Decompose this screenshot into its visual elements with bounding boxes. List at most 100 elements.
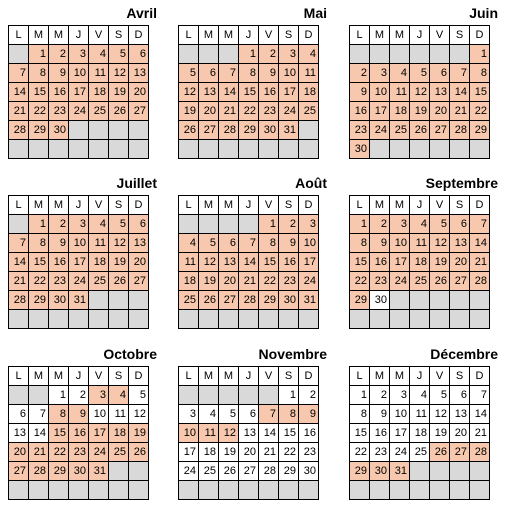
day-cell[interactable]: 9 <box>349 82 370 102</box>
day-cell[interactable]: 5 <box>178 63 199 83</box>
day-cell[interactable]: 10 <box>88 404 109 424</box>
day-cell[interactable]: 6 <box>449 214 470 234</box>
day-cell[interactable]: 3 <box>298 214 319 234</box>
day-cell[interactable]: 11 <box>178 252 199 272</box>
day-cell[interactable]: 17 <box>389 423 410 443</box>
day-cell[interactable]: 29 <box>48 461 69 481</box>
day-cell[interactable]: 19 <box>178 101 199 121</box>
day-cell[interactable]: 14 <box>238 252 259 272</box>
day-cell[interactable]: 3 <box>178 404 199 424</box>
day-cell[interactable]: 23 <box>48 101 69 121</box>
day-cell[interactable]: 3 <box>389 385 410 405</box>
day-cell[interactable]: 26 <box>429 271 450 291</box>
day-cell[interactable]: 7 <box>28 404 49 424</box>
day-cell[interactable]: 30 <box>258 120 279 140</box>
day-cell[interactable]: 26 <box>198 290 219 310</box>
day-cell[interactable]: 10 <box>278 63 299 83</box>
day-cell[interactable]: 25 <box>88 101 109 121</box>
day-cell[interactable]: 17 <box>178 442 199 462</box>
day-cell[interactable]: 14 <box>8 82 29 102</box>
day-cell[interactable]: 11 <box>198 423 219 443</box>
day-cell[interactable]: 15 <box>349 252 370 272</box>
day-cell[interactable]: 22 <box>238 101 259 121</box>
day-cell[interactable]: 13 <box>218 252 239 272</box>
day-cell[interactable]: 15 <box>278 423 299 443</box>
day-cell[interactable]: 5 <box>108 214 129 234</box>
day-cell[interactable]: 29 <box>349 461 370 481</box>
day-cell[interactable]: 12 <box>218 423 239 443</box>
day-cell[interactable]: 15 <box>258 252 279 272</box>
day-cell[interactable]: 7 <box>8 233 29 253</box>
day-cell[interactable]: 29 <box>28 120 49 140</box>
day-cell[interactable]: 24 <box>298 271 319 291</box>
day-cell[interactable]: 5 <box>429 214 450 234</box>
day-cell[interactable]: 8 <box>349 404 370 424</box>
day-cell[interactable]: 19 <box>108 252 129 272</box>
day-cell[interactable]: 6 <box>429 63 450 83</box>
day-cell[interactable]: 30 <box>48 290 69 310</box>
day-cell[interactable]: 11 <box>389 82 410 102</box>
day-cell[interactable]: 20 <box>429 101 450 121</box>
day-cell[interactable]: 15 <box>48 423 69 443</box>
day-cell[interactable]: 16 <box>48 82 69 102</box>
day-cell[interactable]: 18 <box>88 82 109 102</box>
day-cell[interactable]: 20 <box>238 442 259 462</box>
day-cell[interactable]: 31 <box>298 290 319 310</box>
day-cell[interactable]: 4 <box>198 404 219 424</box>
day-cell[interactable]: 10 <box>389 404 410 424</box>
day-cell[interactable]: 16 <box>48 252 69 272</box>
day-cell[interactable]: 16 <box>278 252 299 272</box>
day-cell[interactable]: 1 <box>258 214 279 234</box>
day-cell[interactable]: 21 <box>238 271 259 291</box>
day-cell[interactable]: 15 <box>238 82 259 102</box>
day-cell[interactable]: 21 <box>8 271 29 291</box>
day-cell[interactable]: 28 <box>469 442 490 462</box>
day-cell[interactable]: 12 <box>108 233 129 253</box>
day-cell[interactable]: 27 <box>449 442 470 462</box>
day-cell[interactable]: 24 <box>389 271 410 291</box>
day-cell[interactable]: 14 <box>258 423 279 443</box>
day-cell[interactable]: 22 <box>258 271 279 291</box>
day-cell[interactable]: 29 <box>349 290 370 310</box>
day-cell[interactable]: 30 <box>298 461 319 481</box>
day-cell[interactable]: 18 <box>389 101 410 121</box>
day-cell[interactable]: 25 <box>88 271 109 291</box>
day-cell[interactable]: 2 <box>369 385 390 405</box>
day-cell[interactable]: 5 <box>429 385 450 405</box>
day-cell[interactable]: 27 <box>128 101 149 121</box>
day-cell[interactable]: 30 <box>68 461 89 481</box>
day-cell[interactable]: 24 <box>369 120 390 140</box>
day-cell[interactable]: 1 <box>238 44 259 64</box>
day-cell[interactable]: 19 <box>429 252 450 272</box>
day-cell[interactable]: 13 <box>238 423 259 443</box>
day-cell[interactable]: 23 <box>298 442 319 462</box>
day-cell[interactable]: 13 <box>429 82 450 102</box>
day-cell[interactable]: 5 <box>218 404 239 424</box>
day-cell[interactable]: 17 <box>278 82 299 102</box>
day-cell[interactable]: 8 <box>28 63 49 83</box>
day-cell[interactable]: 24 <box>278 101 299 121</box>
day-cell[interactable]: 20 <box>8 442 29 462</box>
day-cell[interactable]: 21 <box>28 442 49 462</box>
day-cell[interactable]: 8 <box>278 404 299 424</box>
day-cell[interactable]: 25 <box>389 120 410 140</box>
day-cell[interactable]: 19 <box>429 423 450 443</box>
day-cell[interactable]: 4 <box>409 385 430 405</box>
day-cell[interactable]: 12 <box>198 252 219 272</box>
day-cell[interactable]: 9 <box>48 63 69 83</box>
day-cell[interactable]: 16 <box>298 423 319 443</box>
day-cell[interactable]: 20 <box>128 82 149 102</box>
day-cell[interactable]: 7 <box>469 385 490 405</box>
day-cell[interactable]: 11 <box>298 63 319 83</box>
day-cell[interactable]: 11 <box>409 233 430 253</box>
day-cell[interactable]: 18 <box>409 423 430 443</box>
day-cell[interactable]: 9 <box>369 404 390 424</box>
day-cell[interactable]: 3 <box>389 214 410 234</box>
day-cell[interactable]: 6 <box>449 385 470 405</box>
day-cell[interactable]: 26 <box>128 442 149 462</box>
day-cell[interactable]: 12 <box>429 404 450 424</box>
day-cell[interactable]: 9 <box>48 233 69 253</box>
day-cell[interactable]: 9 <box>369 233 390 253</box>
day-cell[interactable]: 28 <box>8 290 29 310</box>
day-cell[interactable]: 12 <box>128 404 149 424</box>
